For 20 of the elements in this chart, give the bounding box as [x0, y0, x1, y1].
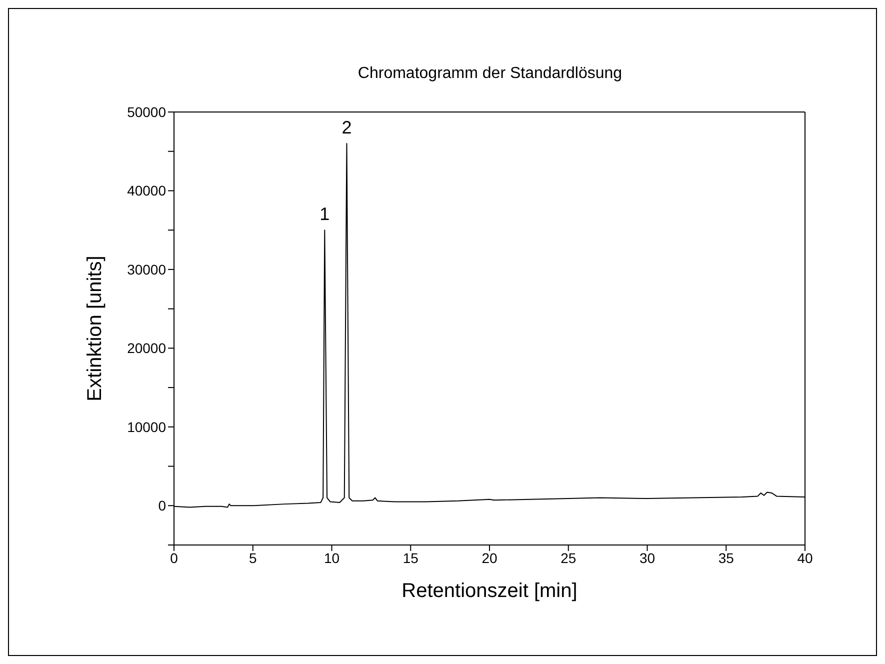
x-tick-label: 25	[560, 550, 576, 566]
y-tick-label: 10000	[127, 418, 166, 435]
y-tick-label: 40000	[127, 182, 166, 199]
x-tick-label: 15	[402, 550, 419, 566]
x-tick-label: 10	[324, 550, 340, 566]
x-tick-label: 5	[248, 550, 257, 566]
y-tick-label: 0	[158, 498, 166, 514]
x-tick-label: 0	[170, 550, 178, 566]
y-axis-title: Extinktion [units]	[84, 256, 106, 402]
y-tick-label: 30000	[127, 261, 166, 278]
y-tick-label: 50000	[127, 104, 166, 120]
x-tick-label: 20	[482, 550, 498, 566]
x-axis-title: Retentionszeit [min]	[402, 580, 578, 602]
x-tick-label: 35	[718, 550, 734, 566]
x-tick-label: 40	[797, 550, 813, 566]
x-tick-label: 30	[639, 550, 656, 566]
chart-title: Chromatogramm der Standardlösung	[356, 65, 624, 83]
annotation: 1	[320, 204, 330, 224]
annotation: 2	[342, 117, 352, 138]
y-tick-label: 20000	[127, 340, 166, 356]
